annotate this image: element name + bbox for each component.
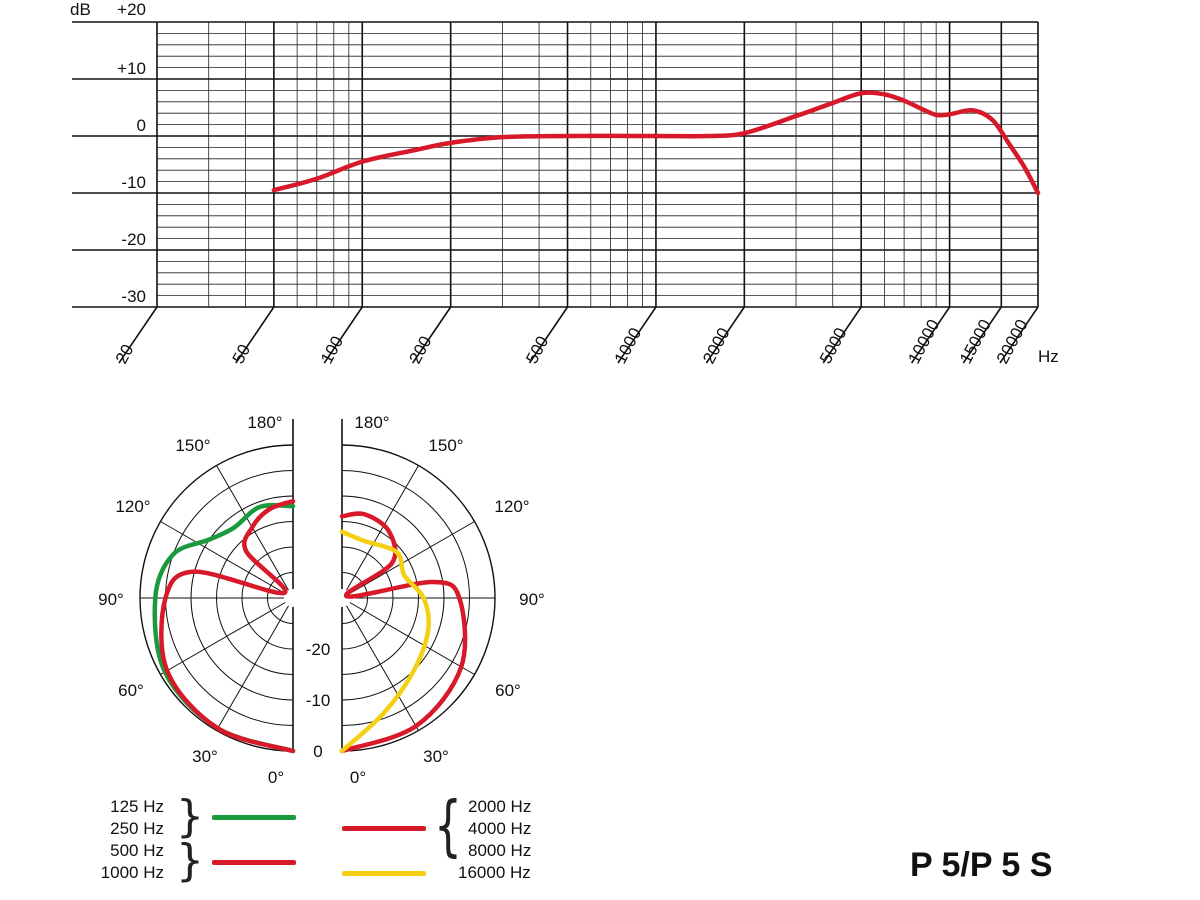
- legend-right-group-b: 16000 Hz: [458, 862, 531, 884]
- x-tick-slant: [617, 306, 657, 364]
- y-axis-label: dB: [70, 0, 91, 19]
- x-tick-slant: [910, 306, 951, 364]
- legend-brace: }: [434, 788, 462, 865]
- x-tick-label: 1000: [611, 325, 646, 367]
- y-tick-label: -20: [121, 230, 146, 249]
- x-tick-label: 20000: [993, 316, 1032, 367]
- legend-label: 500 Hz: [110, 841, 164, 860]
- x-tick-label: 10000: [904, 316, 943, 367]
- legend-brace: }: [176, 835, 204, 886]
- legend-left-group-b: 500 Hz 1000 Hz: [84, 840, 164, 884]
- x-tick-label: 500: [522, 333, 552, 367]
- x-tick-slant: [118, 306, 158, 364]
- legend-swatch-red: [212, 860, 296, 865]
- legend-swatch-yellow: [342, 871, 426, 876]
- x-tick-slant: [412, 306, 452, 364]
- x-tick-slant: [705, 306, 745, 364]
- y-tick-label: 0: [137, 116, 146, 135]
- freq-grid: [72, 21, 1039, 364]
- legend-label: 1000 Hz: [100, 863, 164, 882]
- y-tick-label: -10: [121, 173, 146, 192]
- legend-label: 16000 Hz: [458, 863, 531, 882]
- legend-brace: }: [176, 791, 204, 842]
- x-tick-label: 50: [229, 341, 255, 367]
- x-tick-label: 15000: [956, 316, 995, 367]
- x-tick-slant: [323, 306, 363, 364]
- x-tick-slant: [528, 306, 569, 364]
- response-curve: [271, 90, 1041, 196]
- x-tick-slant: [235, 306, 275, 364]
- x-tick-slant: [962, 306, 1002, 364]
- x-axis-label: Hz: [1038, 347, 1059, 366]
- legend-label: 2000 Hz: [468, 797, 532, 816]
- x-tick-label: 100: [317, 333, 347, 367]
- legend-left-group-a: 125 Hz 250 Hz: [98, 796, 164, 840]
- x-tick-label: 20: [112, 341, 138, 367]
- y-tick-label: +10: [117, 59, 146, 78]
- legend-label: 8000 Hz: [468, 841, 532, 860]
- x-tick-slant: [999, 306, 1039, 364]
- x-tick-label: 2000: [699, 325, 734, 367]
- legend-label: 4000 Hz: [468, 819, 532, 838]
- legend-right-group-a: 2000 Hz 4000 Hz 8000 Hz: [468, 796, 531, 862]
- model-title: P 5/P 5 S: [910, 846, 1053, 884]
- y-tick-label: -30: [121, 287, 146, 306]
- y-tick-label: +20: [117, 0, 146, 19]
- x-tick-label: 5000: [816, 325, 851, 367]
- legend-swatch-red: [342, 826, 426, 831]
- legend-label: 125 Hz: [110, 797, 164, 816]
- x-tick-slant: [822, 306, 862, 364]
- x-tick-label: 200: [405, 333, 435, 367]
- legend-label: 250 Hz: [110, 819, 164, 838]
- legend-swatch-green: [212, 815, 296, 820]
